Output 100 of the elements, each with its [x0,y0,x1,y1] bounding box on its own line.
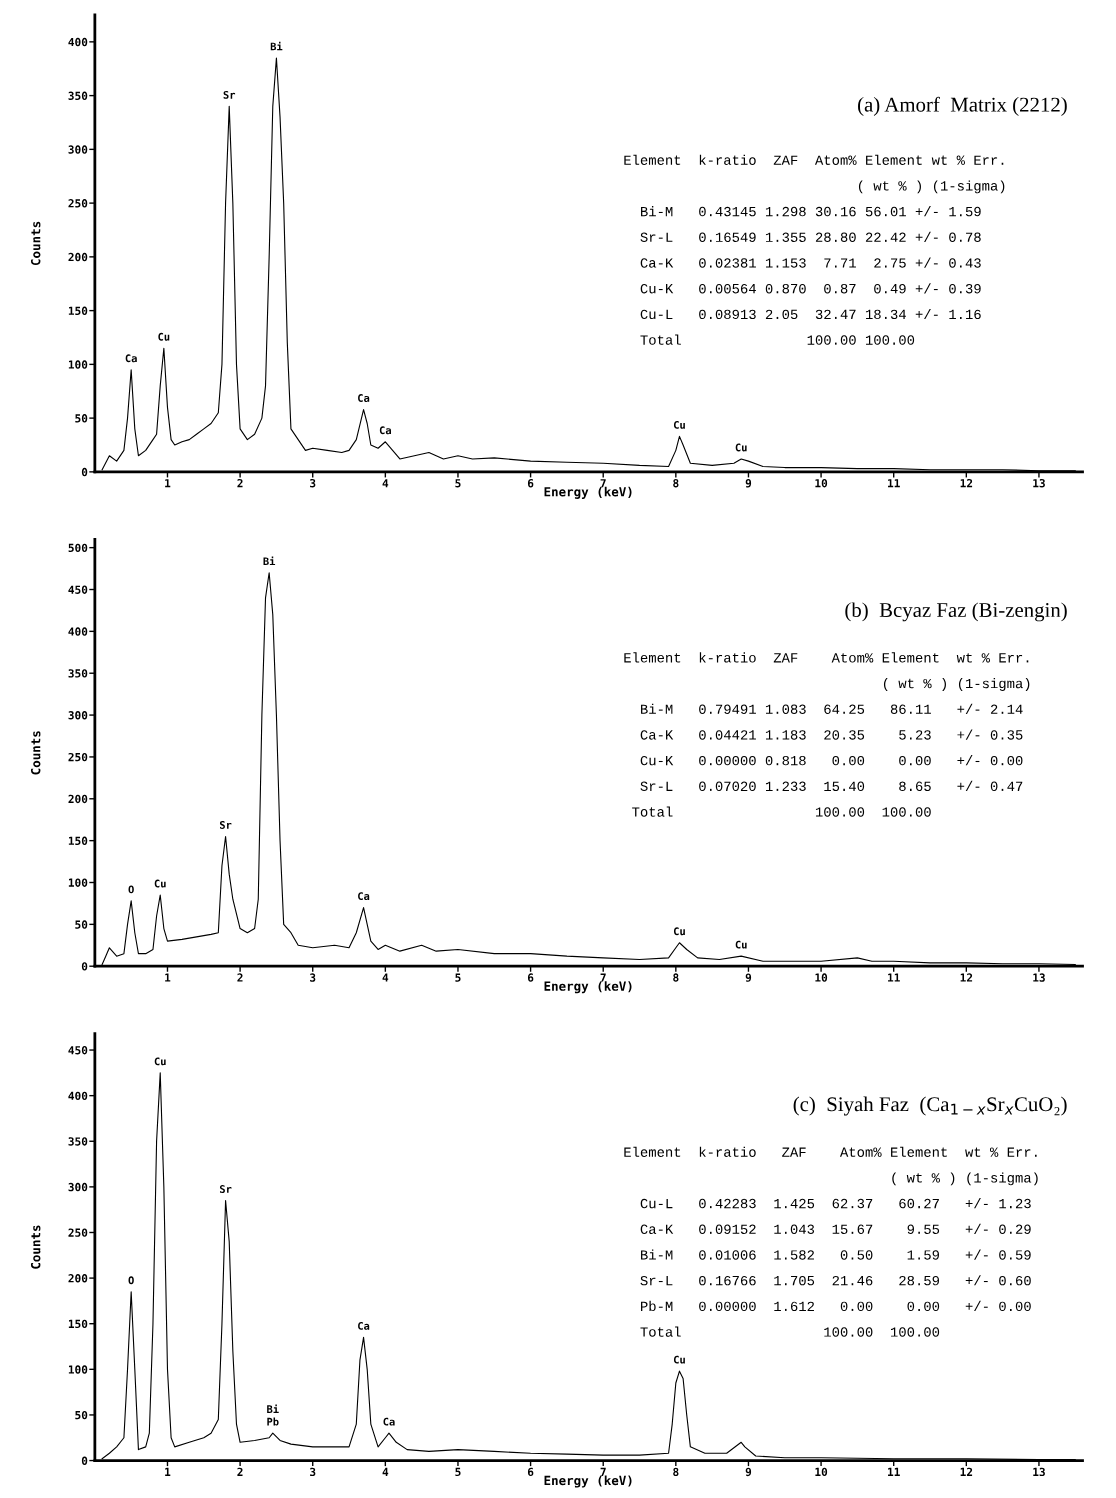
y-tick-label: 200 [68,1274,88,1283]
x-tick-label: 12 [960,1467,973,1476]
y-tick-label: 200 [68,794,88,804]
x-tick-label: 2 [237,479,243,488]
y-tick-label: 250 [68,752,88,762]
annotation: Bi-M 0.01006 1.582 0.50 1.59 +/- 0.59 [641,1249,1031,1260]
y-tick-label: 350 [68,1137,88,1146]
annotation: Cu-K 0.00564 0.870 0.87 0.49 +/- 0.39 [640,283,981,294]
x-tick-label: 9 [745,1467,752,1477]
x-tick-label: 5 [455,1467,461,1477]
y-tick-label: 100 [68,878,88,887]
annotation: Cu [735,940,747,949]
x-tick-label: 6 [527,973,534,982]
annotation: Total 100.00 100.00 [640,1326,940,1337]
annotation: Element k-ratio ZAF Atom% Element wt % Err. [624,652,1029,663]
annotation: Bi [270,41,283,51]
y-tick-label: 450 [68,1046,88,1055]
annotation: Sr-L 0.16549 1.355 28.80 22.42 +/- 0.78 [640,231,981,242]
x-tick-label: 10 [815,973,828,982]
x-tick-label: 4 [382,479,389,488]
annotation: Sr [219,1185,232,1193]
x-axis-title: Energy (keV) [544,1475,632,1488]
y-tick-label: 150 [68,1319,88,1329]
annotation: Element k-ratio ZAF Atom% Element wt % Err. [624,1146,1037,1157]
x-tick-label: 7 [600,479,606,488]
annotation: Bi-M 0.43145 1.298 30.16 56.01 +/- 1.59 [641,206,981,217]
y-tick-label: 0 [81,962,88,971]
y-tick-label: 250 [68,199,88,208]
annotation: Sr-L 0.16766 1.705 21.46 28.59 +/- 0.60 [640,1275,1031,1286]
x-tick-label: 13 [1033,973,1045,982]
x-tick-label: 4 [382,1467,389,1476]
x-tick-label: 11 [888,1467,900,1476]
annotation: Ca [358,394,370,402]
annotation: Ca [358,1321,370,1330]
annotation: Cu [158,332,170,341]
annotation: Sr-L 0.07020 1.233 15.40 8.65 +/- 0.47 [640,780,1023,792]
annotation: Cu [735,443,747,452]
annotation: Cu [673,1355,685,1364]
annotation: Pb [267,1417,279,1426]
x-tick-label: 2 [237,1467,243,1476]
x-tick-label: 9 [745,973,752,982]
annotation: Cu [154,879,166,888]
x-tick-label: 7 [600,1467,606,1476]
x-tick-label: 12 [960,973,973,982]
annotation: ( wt % ) (1-sigma) [883,678,1030,691]
y-tick-label: 300 [68,145,88,154]
x-tick-label: 8 [673,1467,679,1477]
annotation: Cu-K 0.00000 0.818 0.00 0.00 +/- 0.00 [640,755,1023,766]
x-tick-label: 1 [165,973,171,982]
annotation: Ca [383,1417,395,1426]
y-tick-label: 100 [68,360,88,369]
annotation: Cu [673,927,685,936]
annotation: Cu-L 0.08913 2.05 32.47 18.34 +/- 1.16 [640,308,981,320]
y-tick-label: 150 [68,306,88,315]
x-tick-label: 9 [745,479,752,488]
y-tick-label: 50 [75,414,88,423]
y-tick-label: 100 [68,1365,88,1374]
x-tick-label: 11 [888,479,900,488]
x-tick-label: 3 [310,1467,316,1477]
y-axis-title: Counts [30,731,41,775]
annotation: Cu [154,1057,166,1066]
annotation: Bi-M 0.79491 1.083 64.25 86.11 +/- 2.14 [641,703,1023,714]
y-tick-label: 450 [68,585,88,594]
text: (b) Bcyaz Faz (Bi-zengin) [845,602,1067,622]
y-tick-label: 50 [75,1410,88,1420]
y-axis-title: Counts [30,221,41,266]
annotation: Cu-L 0.42283 1.425 62.37 60.27 +/- 1.23 [640,1198,1031,1209]
text: (a) Amorf Matrix (2212) [858,96,1067,116]
annotation: Cu [673,420,685,429]
x-tick-label: 10 [815,1467,828,1477]
annotation: Ca [379,426,391,435]
text: (c) Siyah Faz (Ca$_{1−x}$Sr$_{x}$CuO₂) [793,1096,1067,1116]
y-tick-label: 350 [68,91,88,100]
y-tick-label: 0 [81,1456,88,1465]
annotation: Total 100.00 100.00 [632,806,931,817]
x-tick-label: 7 [600,973,606,982]
x-tick-label: 5 [455,479,461,488]
y-tick-label: 300 [68,1182,88,1192]
annotation: O [128,885,134,894]
y-tick-label: 400 [68,627,88,636]
x-tick-label: 3 [310,479,316,488]
annotation: Ca [358,892,370,901]
x-tick-label: 6 [527,479,534,488]
x-tick-label: 1 [165,1467,171,1476]
x-tick-label: 6 [527,1467,534,1477]
y-tick-label: 400 [68,1091,88,1101]
annotation: ( wt % ) (1-sigma) [892,1172,1038,1186]
y-tick-label: 500 [68,543,88,553]
x-tick-label: 11 [888,973,900,982]
x-tick-label: 8 [673,973,679,982]
x-tick-label: 2 [237,973,243,982]
x-tick-label: 10 [815,479,828,488]
y-axis-title: Counts [30,1225,41,1269]
annotation: Ca [125,354,137,363]
annotation: Sr [219,821,232,829]
y-tick-label: 150 [68,836,88,846]
annotation: Pb-M 0.00000 1.612 0.00 0.00 +/- 0.00 [641,1300,1031,1312]
annotation: Sr [223,90,236,99]
y-tick-label: 50 [75,920,88,929]
annotation: ( wt % ) (1-sigma) [858,180,1005,194]
